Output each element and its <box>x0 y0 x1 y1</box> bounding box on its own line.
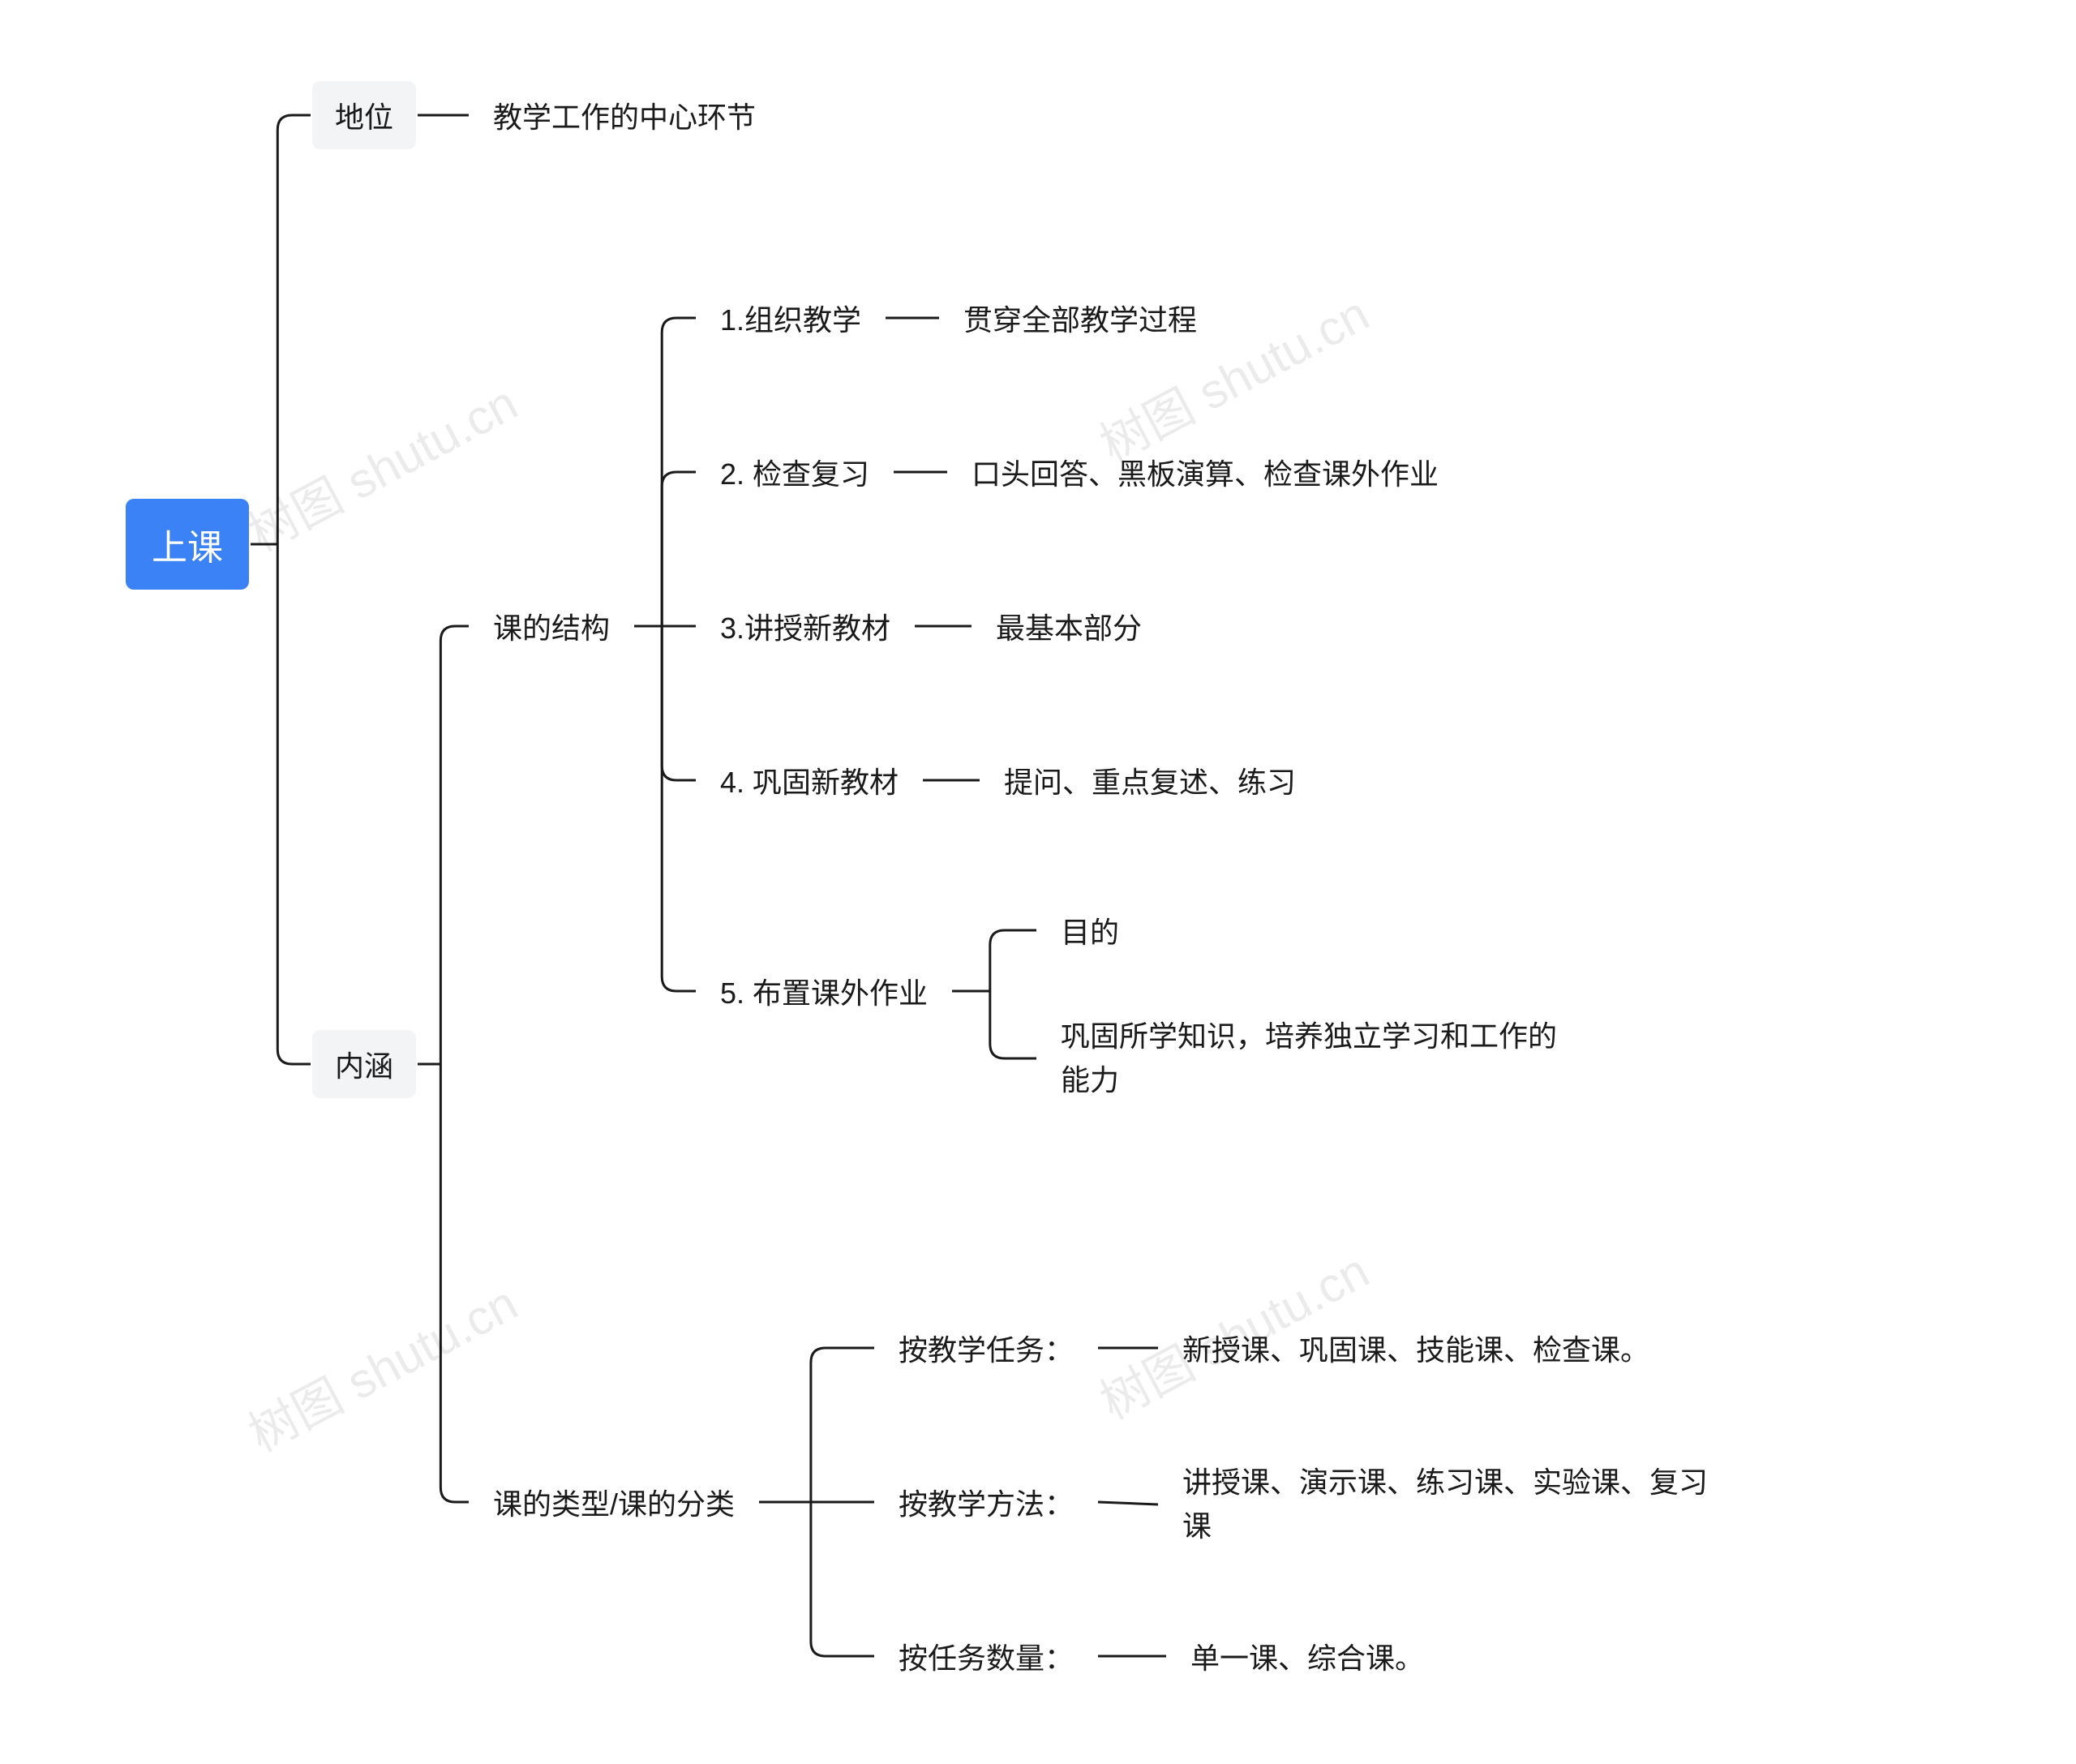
node-n211a: 贯穿全部教学过程 <box>941 284 1220 352</box>
node-root: 上课 <box>126 499 249 590</box>
node-n223: 按任务数量： <box>876 1622 1096 1690</box>
node-n21: 课的结构 <box>470 592 633 660</box>
node-n215a: 目的 <box>1038 896 1142 964</box>
node-n222: 按教学方法： <box>876 1468 1096 1536</box>
watermark: 树图 shutu.cn <box>234 365 528 565</box>
node-n22: 课的类型/课的分类 <box>470 1468 757 1536</box>
node-n212a: 口头回答、黑板演算、检查课外作业 <box>949 438 1461 506</box>
node-n215b: 巩固所学知识，培养独立学习和工作的能力 <box>1038 1002 1606 1115</box>
node-n213: 3.讲授新教材 <box>697 592 913 660</box>
node-n212: 2. 检查复习 <box>697 438 892 506</box>
node-n2: 内涵 <box>312 1030 416 1098</box>
node-n221a: 新授课、巩固课、技能课、检查课。 <box>1160 1314 1672 1382</box>
node-n214: 4. 巩固新教材 <box>697 746 921 814</box>
node-n215: 5. 布置课外作业 <box>697 957 950 1025</box>
node-n1: 地位 <box>312 81 416 149</box>
node-n211: 1.组织教学 <box>697 284 884 352</box>
node-n222a: 讲授课、演示课、练习课、实验课、复习课 <box>1160 1448 1744 1561</box>
node-n1a: 教学工作的中心环节 <box>470 81 778 149</box>
node-n221: 按教学任务： <box>876 1314 1096 1382</box>
node-n213a: 最基本部分 <box>973 592 1165 660</box>
watermark: 树图 shutu.cn <box>234 1265 528 1466</box>
node-n223a: 单一课、综合课。 <box>1168 1622 1447 1690</box>
node-n214a: 提问、重点复述、练习 <box>981 746 1319 814</box>
